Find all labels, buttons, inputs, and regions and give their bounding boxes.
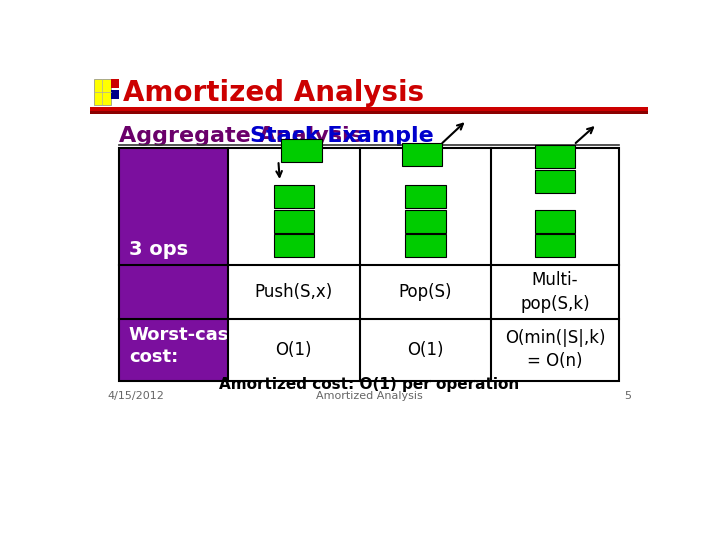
Bar <box>405 234 446 257</box>
Text: O(min(|S|,k)
= O(n): O(min(|S|,k) = O(n) <box>505 329 606 370</box>
Bar <box>405 185 446 208</box>
Text: 4/15/2012: 4/15/2012 <box>107 392 164 401</box>
Bar <box>535 145 575 168</box>
Text: O(1): O(1) <box>408 341 444 359</box>
Bar <box>274 210 314 233</box>
Text: 3 ops: 3 ops <box>129 240 188 259</box>
Bar <box>535 170 575 193</box>
Text: Pop(S): Pop(S) <box>399 283 452 301</box>
Bar <box>90 111 648 114</box>
Bar <box>111 90 119 99</box>
Text: Amortized cost: O(1) per operation: Amortized cost: O(1) per operation <box>219 377 519 392</box>
Bar <box>120 148 618 381</box>
Bar <box>90 107 648 111</box>
Text: Amortized Analysis: Amortized Analysis <box>315 392 423 401</box>
Text: Multi-
pop(S,k): Multi- pop(S,k) <box>520 271 590 313</box>
Bar <box>94 79 111 105</box>
Text: Stack Example: Stack Example <box>250 126 433 146</box>
Text: Aggregate Analysis:: Aggregate Analysis: <box>120 126 380 146</box>
Text: Amortized Analysis: Amortized Analysis <box>122 79 423 107</box>
Bar <box>535 234 575 257</box>
Bar <box>274 234 314 257</box>
Text: Worst-case
cost:: Worst-case cost: <box>129 326 241 366</box>
Bar <box>120 148 228 381</box>
Text: 5: 5 <box>624 392 631 401</box>
Text: O(1): O(1) <box>276 341 312 359</box>
Bar <box>402 143 442 166</box>
Bar <box>282 139 322 162</box>
Text: Push(S,x): Push(S,x) <box>255 283 333 301</box>
Bar <box>535 210 575 233</box>
Bar <box>274 185 314 208</box>
Bar <box>405 210 446 233</box>
Bar <box>111 79 119 88</box>
